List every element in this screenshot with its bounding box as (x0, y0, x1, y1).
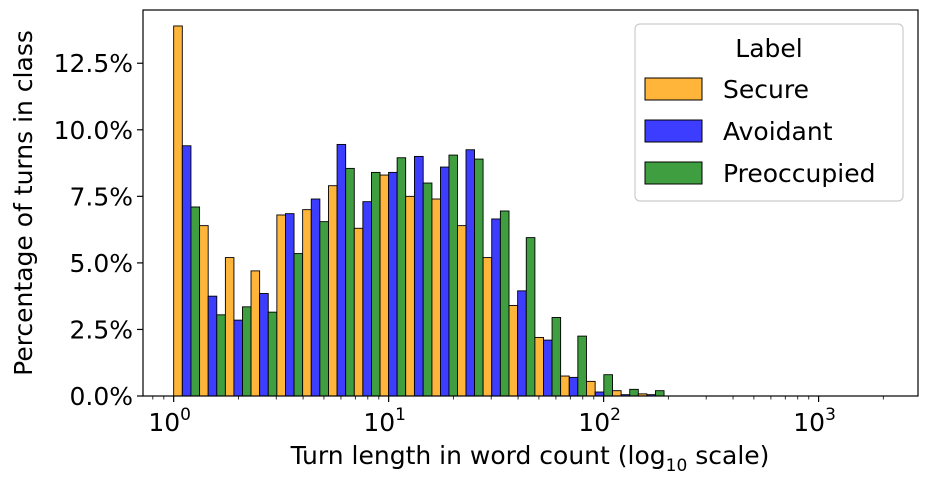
plot-frame (142, 9, 919, 397)
bar-secure-bin-9 (405, 195, 415, 397)
bar-avoidant-bin-2 (233, 319, 243, 397)
y-axis: 0.0% 2.5% 5.0% 7.5% 10.0% 12.5% (54, 49, 143, 411)
legend-swatch-preoccupied (644, 161, 703, 185)
legend-label-avoidant: Avoidant (723, 117, 833, 146)
x-axis-label-subscript: 10 (666, 456, 688, 476)
y-tick-label: 0.0% (69, 382, 133, 411)
x-tick-label: 103 (793, 405, 836, 437)
legend: Label Secure Avoidant Preoccupied (634, 23, 904, 202)
x-tick-label: 101 (363, 405, 406, 437)
bar-avoidant-bin-3 (259, 293, 269, 397)
bars-layer (173, 25, 665, 397)
legend-frame (634, 23, 904, 202)
bar-secure-bin-1 (199, 225, 209, 397)
bar-preoccupied-bin-1 (216, 314, 226, 397)
bar-preoccupied-bin-13 (525, 237, 536, 397)
bar-secure-bin-0 (173, 25, 183, 397)
bar-avoidant-bin-14 (543, 339, 553, 397)
bar-secure-bin-6 (328, 185, 338, 397)
y-tick-label: 10.0% (54, 116, 133, 145)
y-tick-label: 2.5% (69, 315, 133, 344)
bar-preoccupied-bin-9 (422, 182, 433, 397)
bar-preoccupied-bin-16 (603, 374, 613, 397)
bar-avoidant-bin-9 (413, 155, 424, 397)
bar-secure-bin-16 (586, 380, 596, 397)
bar-secure-bin-5 (302, 209, 312, 397)
bar-preoccupied-bin-3 (267, 311, 278, 397)
bar-avoidant-bin-11 (465, 149, 476, 397)
bar-secure-bin-11 (457, 225, 467, 397)
bar-preoccupied-bin-18 (655, 390, 665, 397)
legend-swatch-secure (644, 77, 703, 101)
bar-preoccupied-bin-7 (371, 171, 381, 397)
y-tick-label: 7.5% (69, 182, 133, 211)
bar-preoccupied-bin-15 (577, 335, 587, 397)
bar-avoidant-bin-1 (207, 295, 218, 397)
bar-secure-bin-3 (250, 270, 261, 397)
legend-label-preoccupied: Preoccupied (723, 159, 875, 188)
bar-preoccupied-bin-8 (396, 157, 407, 397)
x-tick-label: 100 (148, 405, 191, 437)
y-tick-label: 12.5% (54, 49, 133, 78)
bar-avoidant-bin-7 (362, 201, 372, 397)
bar-avoidant-bin-10 (440, 166, 450, 397)
bar-secure-bin-15 (560, 375, 570, 397)
y-axis-label: Percentage of turns in class (9, 30, 38, 376)
bar-preoccupied-bin-4 (293, 253, 304, 397)
x-axis-label-suffix: scale) (687, 441, 769, 470)
bar-secure-bin-8 (379, 174, 390, 397)
bar-preoccupied-bin-10 (448, 154, 458, 397)
legend-title: Label (735, 34, 802, 63)
x-axis-label: Turn length in word count (log10 scale) (290, 441, 770, 476)
bar-preoccupied-bin-11 (474, 158, 484, 397)
y-tick-label: 5.0% (69, 249, 133, 278)
bar-avoidant-bin-15 (568, 376, 579, 397)
bar-secure-bin-7 (353, 227, 364, 397)
bar-secure-bin-2 (224, 257, 235, 397)
bar-preoccupied-bin-12 (499, 210, 510, 397)
bar-avoidant-bin-6 (336, 143, 347, 397)
x-axis: 100 101 102 103 (148, 396, 884, 437)
bar-avoidant-bin-5 (310, 198, 321, 397)
bar-preoccupied-bin-0 (190, 206, 201, 397)
x-tick-label: 102 (578, 405, 621, 437)
bar-preoccupied-bin-6 (345, 167, 355, 397)
bar-secure-bin-10 (431, 198, 441, 397)
bar-avoidant-bin-0 (181, 145, 192, 397)
bar-avoidant-bin-8 (388, 171, 398, 397)
bar-preoccupied-bin-14 (551, 317, 562, 397)
legend-label-secure: Secure (723, 75, 809, 104)
bar-avoidant-bin-12 (491, 218, 501, 397)
bar-secure-bin-13 (508, 305, 519, 397)
legend-swatch-avoidant (644, 119, 703, 143)
bar-secure-bin-17 (612, 390, 622, 397)
bar-avoidant-bin-4 (285, 213, 295, 397)
bar-secure-bin-14 (534, 336, 544, 397)
bar-preoccupied-bin-2 (242, 306, 252, 397)
bar-secure-bin-4 (276, 214, 286, 397)
bar-avoidant-bin-13 (517, 290, 527, 397)
bar-secure-bin-12 (482, 257, 493, 397)
bar-preoccupied-bin-5 (319, 221, 329, 397)
bar-preoccupied-bin-17 (629, 388, 639, 397)
